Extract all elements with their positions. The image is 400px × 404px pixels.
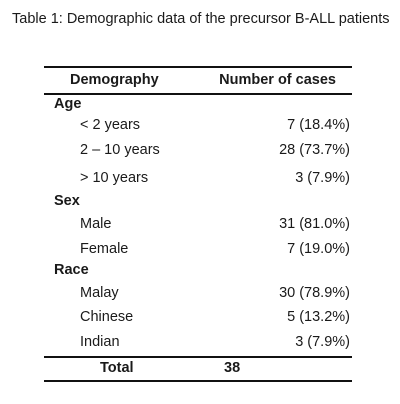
table-row: Malay 30 (78.9%) bbox=[44, 280, 352, 306]
category-row-sex: Sex bbox=[44, 192, 352, 211]
row-value: 28 (73.7%) bbox=[279, 142, 350, 158]
header-number-of-cases: Number of cases bbox=[219, 72, 336, 88]
total-value: 38 bbox=[224, 360, 241, 376]
row-label: Indian bbox=[80, 334, 120, 350]
table-row: Female 7 (19.0%) bbox=[44, 237, 352, 261]
table-bottom-rule bbox=[44, 380, 352, 382]
category-row-age: Age bbox=[44, 95, 352, 114]
row-value: 31 (81.0%) bbox=[279, 216, 350, 232]
row-value: 3 (7.9%) bbox=[295, 334, 350, 350]
table-row: Indian 3 (7.9%) bbox=[44, 328, 352, 356]
table-header-row: Demography Number of cases bbox=[44, 68, 352, 93]
table-header-rule bbox=[44, 93, 352, 95]
category-label: Race bbox=[54, 262, 89, 278]
table-row: Male 31 (81.0%) bbox=[44, 211, 352, 237]
table-total-rule bbox=[44, 356, 352, 358]
row-value: 7 (18.4%) bbox=[287, 117, 350, 133]
table-total-row: Total 38 bbox=[44, 358, 352, 378]
category-row-race: Race bbox=[44, 261, 352, 280]
demographics-table: Demography Number of cases Age < 2 years… bbox=[44, 66, 352, 382]
category-label: Sex bbox=[54, 193, 80, 209]
row-value: 3 (7.9%) bbox=[295, 170, 350, 186]
row-label: Male bbox=[80, 216, 112, 232]
table-top-rule bbox=[44, 66, 352, 68]
table-caption: Table 1: Demographic data of the precurs… bbox=[12, 11, 390, 27]
row-label: Chinese bbox=[80, 309, 134, 325]
row-value: 7 (19.0%) bbox=[287, 241, 350, 257]
header-demography: Demography bbox=[70, 72, 159, 88]
category-label: Age bbox=[54, 96, 82, 112]
row-label: Malay bbox=[80, 285, 119, 301]
row-label: Female bbox=[80, 241, 129, 257]
table-row: > 10 years 3 (7.9%) bbox=[44, 164, 352, 192]
row-value: 30 (78.9%) bbox=[279, 285, 350, 301]
row-value: 5 (13.2%) bbox=[287, 309, 350, 325]
table-row: Chinese 5 (13.2%) bbox=[44, 306, 352, 328]
row-label: < 2 years bbox=[80, 117, 141, 133]
row-label: > 10 years bbox=[80, 170, 149, 186]
table-row: < 2 years 7 (18.4%) bbox=[44, 114, 352, 136]
total-label: Total bbox=[100, 360, 134, 376]
table-row: 2 – 10 years 28 (73.7%) bbox=[44, 136, 352, 164]
row-label: 2 – 10 years bbox=[80, 142, 160, 158]
